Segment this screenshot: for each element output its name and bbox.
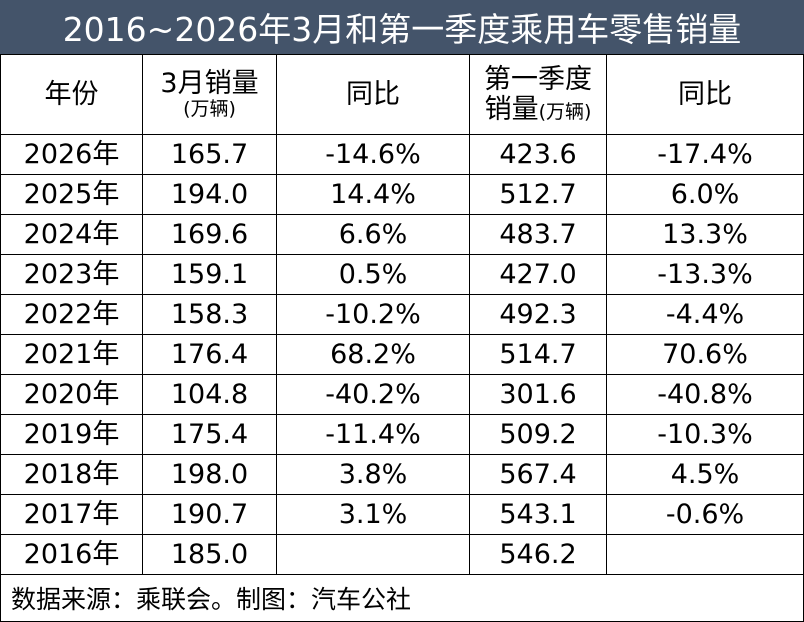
header-line: 销量(万辆) (484, 93, 592, 125)
table-cell: -14.6% (277, 135, 470, 175)
header-cell: 3月销量 (万辆) (143, 55, 277, 135)
table-cell: 158.3 (143, 295, 277, 335)
header-cell: 年份 (0, 55, 143, 135)
header-text: 同比 (678, 78, 732, 110)
table-cell: -17.4% (607, 135, 804, 175)
table-cell: -40.2% (277, 375, 470, 415)
table-cell: 512.7 (470, 175, 607, 215)
table-cell: 3.1% (277, 495, 470, 535)
table-cell: 13.3% (607, 215, 804, 255)
table-cell: 6.0% (607, 175, 804, 215)
table-cell: -4.4% (607, 295, 804, 335)
table-cell: 176.4 (143, 335, 277, 375)
table-cell: -0.6% (607, 495, 804, 535)
table-cell: 104.8 (143, 375, 277, 415)
header-text: 销量 (484, 93, 539, 125)
table-cell: 190.7 (143, 495, 277, 535)
table-cell: 3.8% (277, 455, 470, 495)
table-cell: 169.6 (143, 215, 277, 255)
table-cell: 68.2% (277, 335, 470, 375)
table-cell: 6.6% (277, 215, 470, 255)
table-cell: 483.7 (470, 215, 607, 255)
table-cell: 2024年 (0, 215, 143, 255)
table-cell: -10.3% (607, 415, 804, 455)
table-cell (277, 535, 470, 575)
table-cell: 70.6% (607, 335, 804, 375)
table-cell: 301.6 (470, 375, 607, 415)
table-cell: 2017年 (0, 495, 143, 535)
table-cell: -40.8% (607, 375, 804, 415)
header-text: 同比 (346, 78, 400, 110)
header-text: 3月销量 (160, 68, 259, 100)
table-cell: 546.2 (470, 535, 607, 575)
table-cell: 427.0 (470, 255, 607, 295)
source-note: 数据来源：乘联会。制图：汽车公社 (0, 575, 804, 622)
table-cell: 509.2 (470, 415, 607, 455)
header-cell: 同比 (277, 55, 470, 135)
table-cell: 2025年 (0, 175, 143, 215)
header-unit: (万辆) (538, 100, 592, 123)
table-cell: 514.7 (470, 335, 607, 375)
table-cell: 159.1 (143, 255, 277, 295)
table-cell: 185.0 (143, 535, 277, 575)
header-cell: 第一季度 销量(万辆) (470, 55, 607, 135)
header-text: 第一季度 (484, 63, 592, 95)
table-title: 2016~2026年3月和第一季度乘用车零售销量 (0, 0, 804, 55)
header-text: 年份 (44, 78, 99, 110)
table-cell: 175.4 (143, 415, 277, 455)
table-cell: 2021年 (0, 335, 143, 375)
table-cell: 2019年 (0, 415, 143, 455)
table-cell: 4.5% (607, 455, 804, 495)
table-cell: 423.6 (470, 135, 607, 175)
table-cell: 14.4% (277, 175, 470, 215)
table-cell: 2016年 (0, 535, 143, 575)
table-cell: 2026年 (0, 135, 143, 175)
table-cell: 198.0 (143, 455, 277, 495)
table-cell: 543.1 (470, 495, 607, 535)
table-cell (607, 535, 804, 575)
table-cell: 567.4 (470, 455, 607, 495)
header-unit: (万辆) (183, 97, 236, 120)
table-cell: -10.2% (277, 295, 470, 335)
table-cell: 492.3 (470, 295, 607, 335)
table-cell: 165.7 (143, 135, 277, 175)
table-cell: 0.5% (277, 255, 470, 295)
table-cell: 2023年 (0, 255, 143, 295)
header-cell: 同比 (607, 55, 804, 135)
table-cell: -11.4% (277, 415, 470, 455)
table-cell: 194.0 (143, 175, 277, 215)
table-cell: 2020年 (0, 375, 143, 415)
table-cell: 2018年 (0, 455, 143, 495)
table-cell: 2022年 (0, 295, 143, 335)
table-cell: -13.3% (607, 255, 804, 295)
